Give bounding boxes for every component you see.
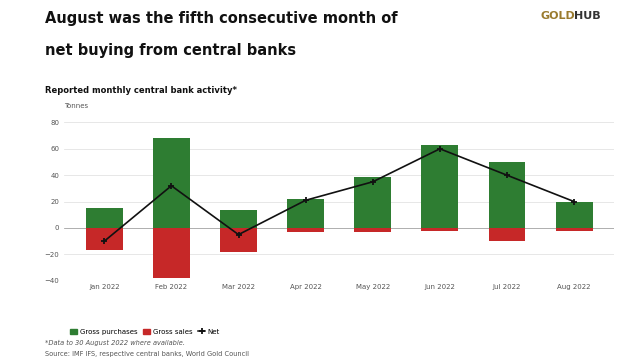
Bar bbox=[355, 176, 391, 228]
Bar bbox=[421, 145, 458, 228]
Bar bbox=[86, 228, 123, 251]
Bar bbox=[86, 208, 123, 228]
Bar bbox=[220, 210, 257, 228]
Text: August was the fifth consecutive month of: August was the fifth consecutive month o… bbox=[45, 11, 397, 26]
Bar bbox=[556, 228, 593, 231]
Legend: Gross purchases, Gross sales, Net: Gross purchases, Gross sales, Net bbox=[67, 326, 223, 338]
Text: Source: IMF IFS, respective central banks, World Gold Council: Source: IMF IFS, respective central bank… bbox=[45, 351, 249, 357]
Bar bbox=[220, 228, 257, 252]
Text: Reported monthly central bank activity*: Reported monthly central bank activity* bbox=[45, 86, 237, 95]
Text: net buying from central banks: net buying from central banks bbox=[45, 43, 296, 58]
Text: HUB: HUB bbox=[574, 11, 601, 21]
Bar bbox=[556, 202, 593, 228]
Bar bbox=[355, 228, 391, 232]
Bar bbox=[287, 199, 324, 228]
Text: *Data to 30 August 2022 where available.: *Data to 30 August 2022 where available. bbox=[45, 340, 185, 346]
Bar bbox=[153, 138, 190, 228]
Bar bbox=[488, 228, 525, 241]
Text: GOLD: GOLD bbox=[541, 11, 575, 21]
Bar bbox=[287, 228, 324, 232]
Bar bbox=[488, 162, 525, 228]
Bar bbox=[153, 228, 190, 278]
Bar bbox=[421, 228, 458, 231]
Text: Tonnes: Tonnes bbox=[64, 103, 88, 109]
